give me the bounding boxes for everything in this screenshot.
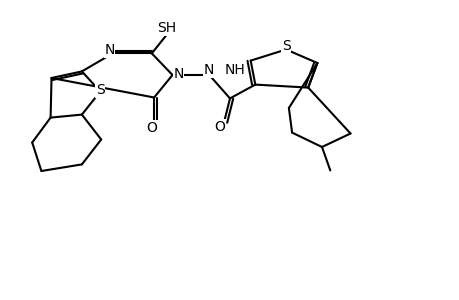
Text: SH: SH	[157, 22, 176, 35]
Text: NH: NH	[224, 64, 245, 77]
Text: N: N	[173, 67, 183, 80]
Text: S: S	[95, 83, 105, 97]
Text: O: O	[213, 120, 224, 134]
Text: S: S	[281, 40, 290, 53]
Text: O: O	[146, 121, 157, 134]
Text: N: N	[204, 64, 214, 77]
Text: N: N	[104, 43, 114, 57]
